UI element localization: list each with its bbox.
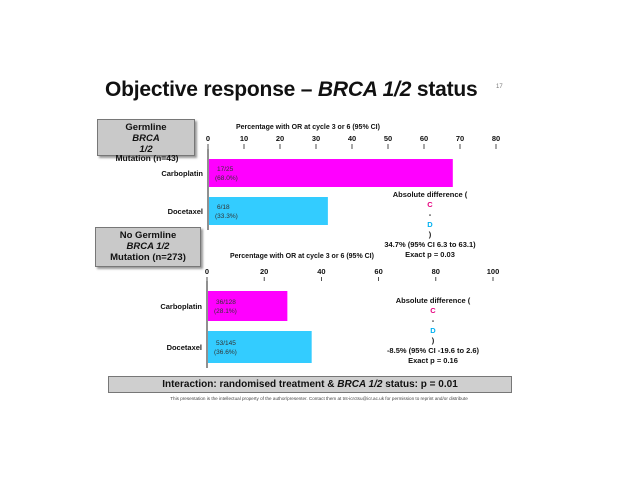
panel1-axis-title: Percentage with OR at cycle 3 or 6 (95% … [236, 124, 380, 131]
panel2-axis-title: Percentage with OR at cycle 3 or 6 (95% … [230, 253, 374, 260]
chart1-tick-label: 30 [312, 134, 320, 143]
copyright-footer: This presentation is the intellectual pr… [170, 396, 468, 401]
chart2-bar-percent-label: (36.6%) [214, 349, 237, 356]
chart1-bar-percent-label: (68.0%) [215, 175, 238, 182]
no-germline-mutation-box: No Germline BRCA 1/2 Mutation (n=273) [95, 227, 201, 267]
chart1-bar-count-label: 17/25 [217, 166, 234, 173]
chart1-tick-label: 50 [384, 134, 392, 143]
chart1-tick-label: 80 [492, 134, 500, 143]
chart2-bar-percent-label: (28.1%) [214, 308, 237, 315]
chart2-tick-label: 60 [374, 267, 382, 276]
interaction-result: Interaction: randomised treatment & BRCA… [108, 376, 512, 393]
chart2-tick-label: 20 [260, 267, 268, 276]
chart1-category-label: Carboplatin [161, 169, 203, 178]
slide-number: 17 [496, 84, 503, 90]
germline-n-label: Mutation (n=43) [115, 153, 179, 163]
panel1-difference: Absolute difference (C - D) 34.7% (95% CI … [384, 190, 476, 259]
chart2-tick-label: 80 [432, 267, 440, 276]
chart1-bar-docetaxel [209, 197, 328, 225]
chart2-category-label: Carboplatin [160, 302, 202, 311]
chart1-tick-label: 0 [206, 134, 210, 143]
chart1-tick-label: 70 [456, 134, 464, 143]
chart1-tick-label: 60 [420, 134, 428, 143]
chart2-bar-carboplatin [208, 291, 288, 321]
panel2-difference: Absolute difference (C - D) -8.5% (95% CI … [386, 296, 480, 365]
chart2-tick-label: 0 [205, 267, 209, 276]
chart1-bar-carboplatin [209, 159, 453, 187]
chart1-bar-count-label: 6/18 [217, 204, 230, 211]
chart2-bar-count-label: 36/128 [216, 299, 236, 306]
chart1-tick-label: 40 [348, 134, 356, 143]
chart2-tick-label: 100 [487, 267, 500, 276]
chart1-tick-label: 20 [276, 134, 284, 143]
slide-title: Objective response – BRCA 1/2 status [105, 78, 478, 101]
germline-mutation-box: Germline BRCA 1/2 [97, 119, 195, 156]
chart2-bar-count-label: 53/145 [216, 340, 236, 347]
chart1-category-label: Docetaxel [168, 207, 203, 216]
chart2-bar-docetaxel [208, 331, 312, 363]
chart1-bar-percent-label: (33.3%) [215, 213, 238, 220]
chart1-tick-label: 10 [240, 134, 248, 143]
chart2-tick-label: 40 [317, 267, 325, 276]
chart2-category-label: Docetaxel [167, 343, 202, 352]
